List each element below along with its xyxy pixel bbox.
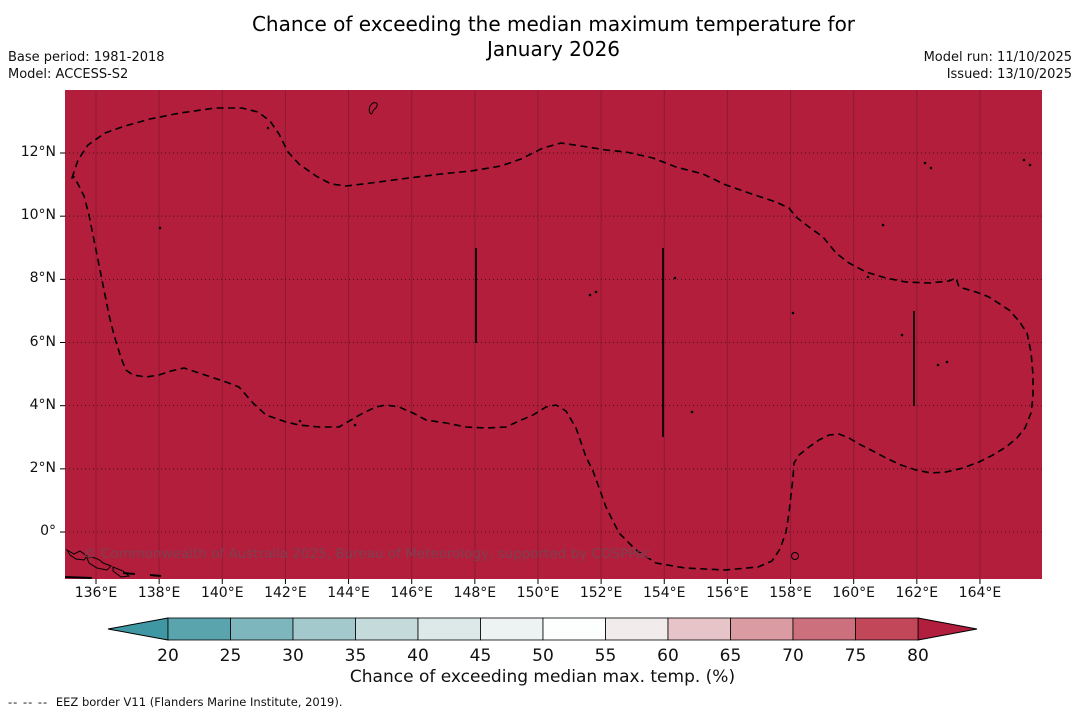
island-dot <box>900 333 904 337</box>
island-dot <box>266 126 270 130</box>
x-tick-label: 148°E <box>453 585 497 601</box>
x-tick-label: 150°E <box>516 585 560 601</box>
island-dot <box>881 223 885 227</box>
model-run-text: Model run: 11/10/2025 <box>923 50 1072 65</box>
title-line2: January 2026 <box>486 37 621 61</box>
colorbar-tick-label: 40 <box>407 646 429 666</box>
x-tick-label: 158°E <box>769 585 812 601</box>
y-tick-label: 2°N <box>29 459 56 476</box>
island-outline <box>368 102 378 115</box>
colorbar-segment <box>417 617 481 641</box>
x-tick-label: 162°E <box>895 585 939 601</box>
colorbar-tick-label: 70 <box>782 646 804 666</box>
y-tick-label: 4°N <box>29 396 56 413</box>
colorbar-tick-label: 80 <box>907 646 929 666</box>
island-dot <box>690 410 694 414</box>
y-tick-label: 10°N <box>20 207 56 224</box>
footer-legend: -- -- -- EEZ border V11 (Flanders Marine… <box>8 695 343 709</box>
colorbar-segment <box>542 617 606 641</box>
colorbar-tick-label: 60 <box>657 646 679 666</box>
map-area: © Commonwealth of Australia 2025, Bureau… <box>60 90 1042 584</box>
colorbar-tick-label: 75 <box>845 646 867 666</box>
island-dot <box>1028 163 1032 167</box>
colorbar-segment <box>167 617 231 641</box>
issued-text: Issued: 13/10/2025 <box>946 67 1072 82</box>
island-dot <box>929 166 933 170</box>
island-dot <box>923 161 927 165</box>
eez-dash-symbol: -- -- -- <box>8 695 49 709</box>
y-tick-label: 12°N <box>20 144 56 160</box>
x-tick-label: 164°E <box>958 585 1002 601</box>
meta-left: Base period: 1981-2018 Model: ACCESS-S2 <box>8 49 165 83</box>
island-dot <box>673 276 677 280</box>
island-dot <box>945 360 949 364</box>
colorbar-tick-label: 25 <box>220 646 242 666</box>
coastline-segment <box>64 576 93 579</box>
island-dot <box>298 419 302 423</box>
colorbar-tick-label: 50 <box>532 646 554 666</box>
colorbar-tick-label: 65 <box>720 646 742 666</box>
colorbar-segment <box>855 617 919 641</box>
island-dot <box>353 423 357 427</box>
meta-right: Model run: 11/10/2025 Issued: 13/10/2025 <box>924 49 1072 83</box>
y-tick-label: 0° <box>40 523 56 540</box>
island-outline <box>86 556 112 571</box>
colorbar-segment <box>355 617 419 641</box>
map-watermark: © Commonwealth of Australia 2025, Bureau… <box>83 546 652 562</box>
colorbar: 20 25 30 35 40 45 50 55 60 65 70 75 80 <box>107 617 978 666</box>
map-canvas <box>60 90 1042 584</box>
figure-title: Chance of exceeding the median maximum t… <box>65 12 1042 62</box>
x-tick-label: 154°E <box>642 585 686 601</box>
colorbar-tick-label: 55 <box>595 646 617 666</box>
x-tick-label: 160°E <box>832 585 875 601</box>
colorbar-tick-label: 45 <box>470 646 492 666</box>
island-dot <box>866 275 870 279</box>
island-dot <box>1022 158 1026 162</box>
coastline-segment <box>122 572 136 575</box>
x-tick-label: 152°E <box>579 585 623 601</box>
x-tick-label: 140°E <box>200 585 244 601</box>
colorbar-left-arrow <box>107 617 169 641</box>
x-tick-label: 138°E <box>137 585 181 601</box>
island-dot <box>791 311 795 315</box>
model-text: Model: ACCESS-S2 <box>8 67 129 82</box>
island-outline <box>112 566 131 578</box>
colorbar-segment <box>480 617 544 641</box>
eez-legend-text: EEZ border V11 (Flanders Marine Institut… <box>55 695 343 709</box>
x-tick-label: 146°E <box>390 585 433 601</box>
x-tick-label: 144°E <box>327 585 370 601</box>
colorbar-segment <box>605 617 669 641</box>
y-tick-label: 6°N <box>29 333 56 350</box>
atoll-outline <box>791 552 799 560</box>
x-tick-label: 156°E <box>706 585 749 601</box>
island-dot <box>158 226 162 230</box>
island-dot <box>594 290 598 294</box>
title-line1: Chance of exceeding the median maximum t… <box>251 12 856 36</box>
colorbar-segment <box>730 617 794 641</box>
island-dot <box>936 363 940 367</box>
x-tick-label: 142°E <box>264 585 307 601</box>
colorbar-tick-label: 30 <box>282 646 304 666</box>
colorbar-tick-label: 35 <box>345 646 367 666</box>
y-tick-label: 8°N <box>29 270 56 287</box>
island-dot <box>588 293 592 297</box>
colorbar-segment <box>292 617 356 641</box>
base-period-text: Base period: 1981-2018 <box>8 50 165 65</box>
colorbar-segment <box>230 617 294 641</box>
island-outline <box>65 548 88 561</box>
x-tick-label: 136°E <box>74 585 118 601</box>
coastline-segment <box>149 574 162 577</box>
colorbar-segment <box>667 617 731 641</box>
colorbar-segment <box>792 617 856 641</box>
colorbar-right-arrow <box>917 617 978 641</box>
colorbar-label: Chance of exceeding median max. temp. (%… <box>349 667 736 687</box>
colorbar-tick-label: 20 <box>157 646 179 666</box>
eez-border-dashed-line <box>71 107 1034 571</box>
